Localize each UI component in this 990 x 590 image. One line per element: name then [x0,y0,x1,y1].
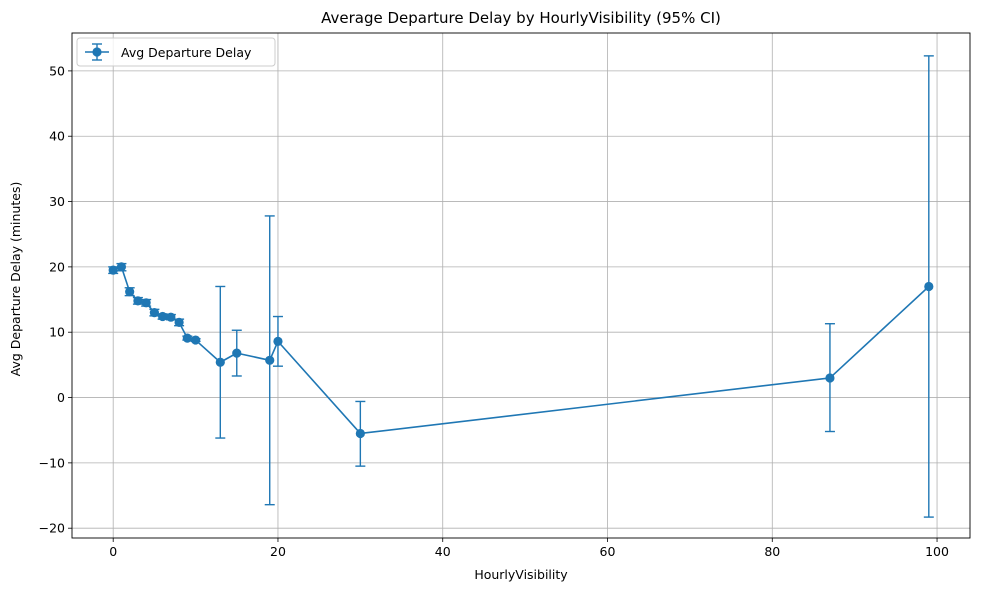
data-point [924,281,934,292]
x-tick-label: 0 [109,544,117,559]
chart-title: Average Departure Delay by HourlyVisibil… [321,9,721,27]
x-tick-label: 60 [600,544,616,559]
data-point [825,373,835,383]
y-tick-label: 50 [49,63,65,78]
data-point [215,357,225,367]
data-point [166,312,176,322]
legend-box [76,37,276,67]
legend-marker-icon [85,43,109,61]
y-tick-label: 20 [49,259,65,274]
legend: Avg Departure Delay [76,37,276,67]
data-point [158,311,168,322]
data-point [116,262,127,272]
x-axis-label: HourlyVisibility [474,567,568,582]
data-point [174,317,184,328]
y-tick-label: 0 [57,390,65,405]
grid [72,33,970,538]
data-point [182,333,192,343]
x-tick-label: 100 [925,544,949,559]
data-point [355,428,365,439]
x-tick-label: 40 [435,544,451,559]
data-point [108,265,118,275]
x-tick-label: 20 [270,544,286,559]
data-point [273,336,283,346]
series-markers [108,262,934,439]
y-tick-label: 40 [49,129,65,144]
y-tick-label: −20 [39,521,65,536]
x-axis-ticks: 0 20 40 60 80 100 [109,538,949,559]
data-point [190,335,201,345]
legend-marker [92,47,102,57]
y-axis-label: Avg Departure Delay (minutes) [8,182,23,377]
legend-label: Avg Departure Delay [121,45,252,60]
y-tick-label: −10 [39,455,65,470]
data-point [141,298,151,308]
plot-frame [71,32,971,539]
data-point [149,308,159,318]
y-tick-label: 10 [49,325,65,340]
y-axis-ticks: −20 −10 0 10 20 30 40 50 [39,63,72,536]
data-point [232,348,242,358]
x-tick-label: 80 [764,544,780,559]
data-point [133,296,143,306]
data-point [125,287,135,297]
data-point [265,355,275,365]
y-tick-label: 30 [49,194,65,209]
